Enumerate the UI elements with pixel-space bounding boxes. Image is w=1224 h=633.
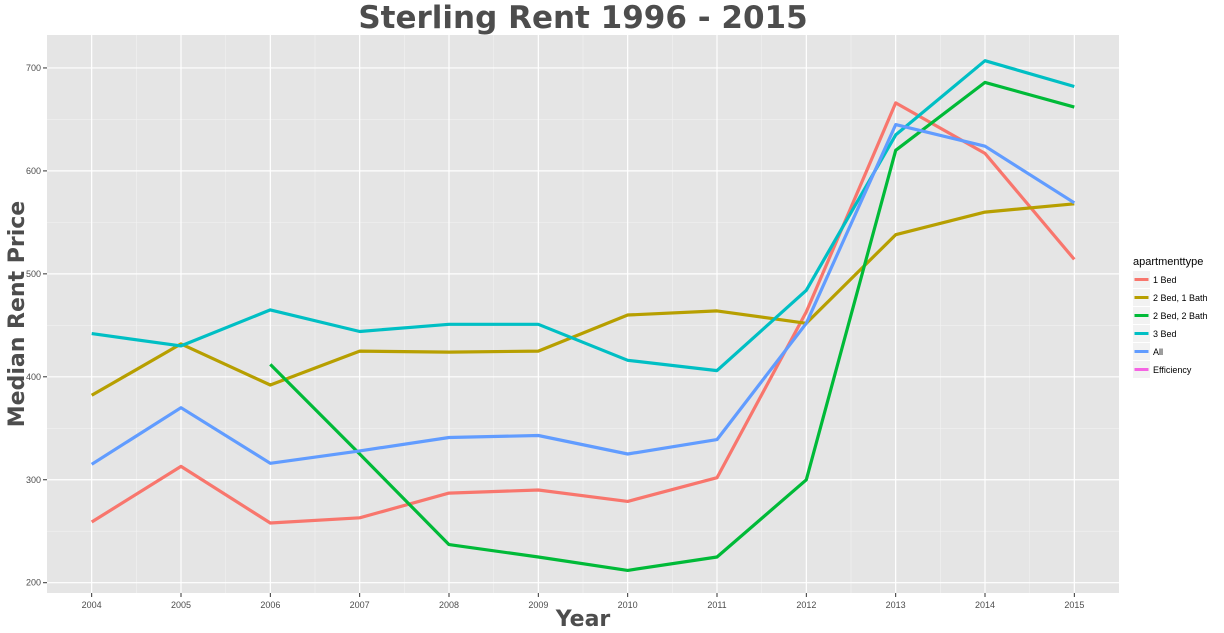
x-tick-label: 2007	[350, 600, 370, 610]
x-tick-label: 2005	[171, 600, 191, 610]
y-axis: 200 300 400 500 600 700	[26, 63, 47, 588]
legend-item-2-bed-2-bath: 2 Bed, 2 Bath	[1133, 307, 1208, 324]
legend-item-3-bed: 3 Bed	[1133, 325, 1177, 342]
legend-title: apartmenttype	[1133, 256, 1203, 268]
x-tick-label: 2012	[796, 600, 816, 610]
grid-minor	[47, 35, 1119, 593]
x-tick-label: 2015	[1064, 600, 1084, 610]
y-tick-label: 700	[26, 63, 41, 73]
legend: apartmenttype 1 Bed 2 Bed, 1 Bath 2 Bed, 2…	[1133, 256, 1208, 378]
series-line-2-bed-2-bath	[269, 80, 1075, 572]
x-tick-label: 2008	[439, 600, 459, 610]
x-tick-label: 2011	[707, 600, 726, 610]
x-tick-label: 2014	[975, 600, 995, 610]
series-line-3-bed	[91, 59, 1075, 373]
x-tick-label: 2006	[260, 600, 280, 610]
x-tick-label: 2010	[618, 600, 638, 610]
legend-label: 2 Bed, 2 Bath	[1153, 311, 1208, 321]
legend-label: 1 Bed	[1153, 275, 1177, 285]
legend-label: 2 Bed, 1 Bath	[1153, 293, 1208, 303]
x-tick-label: 2009	[528, 600, 548, 610]
chart-title: Sterling Rent 1996 - 2015	[358, 0, 807, 36]
y-tick-label: 500	[26, 269, 41, 279]
y-tick-label: 600	[26, 166, 41, 176]
legend-label: All	[1153, 347, 1163, 357]
legend-label: Efficiency	[1153, 365, 1192, 375]
y-tick-label: 400	[26, 372, 41, 382]
series-line-2-bed-1-bath	[90, 202, 1075, 397]
legend-item-efficiency: Efficiency	[1133, 361, 1192, 378]
y-axis-title: Median Rent Price	[5, 201, 30, 427]
x-axis-title: Year	[555, 607, 611, 632]
y-tick-label: 300	[26, 475, 41, 485]
series-lines	[90, 59, 1076, 572]
y-tick-label: 200	[26, 578, 41, 588]
legend-items: 1 Bed 2 Bed, 1 Bath 2 Bed, 2 Bath 3 Bed All E…	[1133, 271, 1208, 378]
grid-major	[47, 35, 1119, 593]
x-tick-label: 2013	[886, 600, 906, 610]
legend-item-1-bed: 1 Bed	[1133, 271, 1177, 288]
legend-item-2-bed-1-bath: 2 Bed, 1 Bath	[1133, 289, 1208, 306]
legend-label: 3 Bed	[1153, 329, 1177, 339]
x-axis: 2004 2005 2006 2007 2008 2009 2010 2011 2012 2013…	[82, 593, 1084, 610]
series-line-all	[90, 123, 1076, 466]
legend-item-all: All	[1133, 343, 1163, 360]
x-tick-label: 2004	[82, 600, 102, 610]
series-line-1-bed	[90, 101, 1076, 525]
